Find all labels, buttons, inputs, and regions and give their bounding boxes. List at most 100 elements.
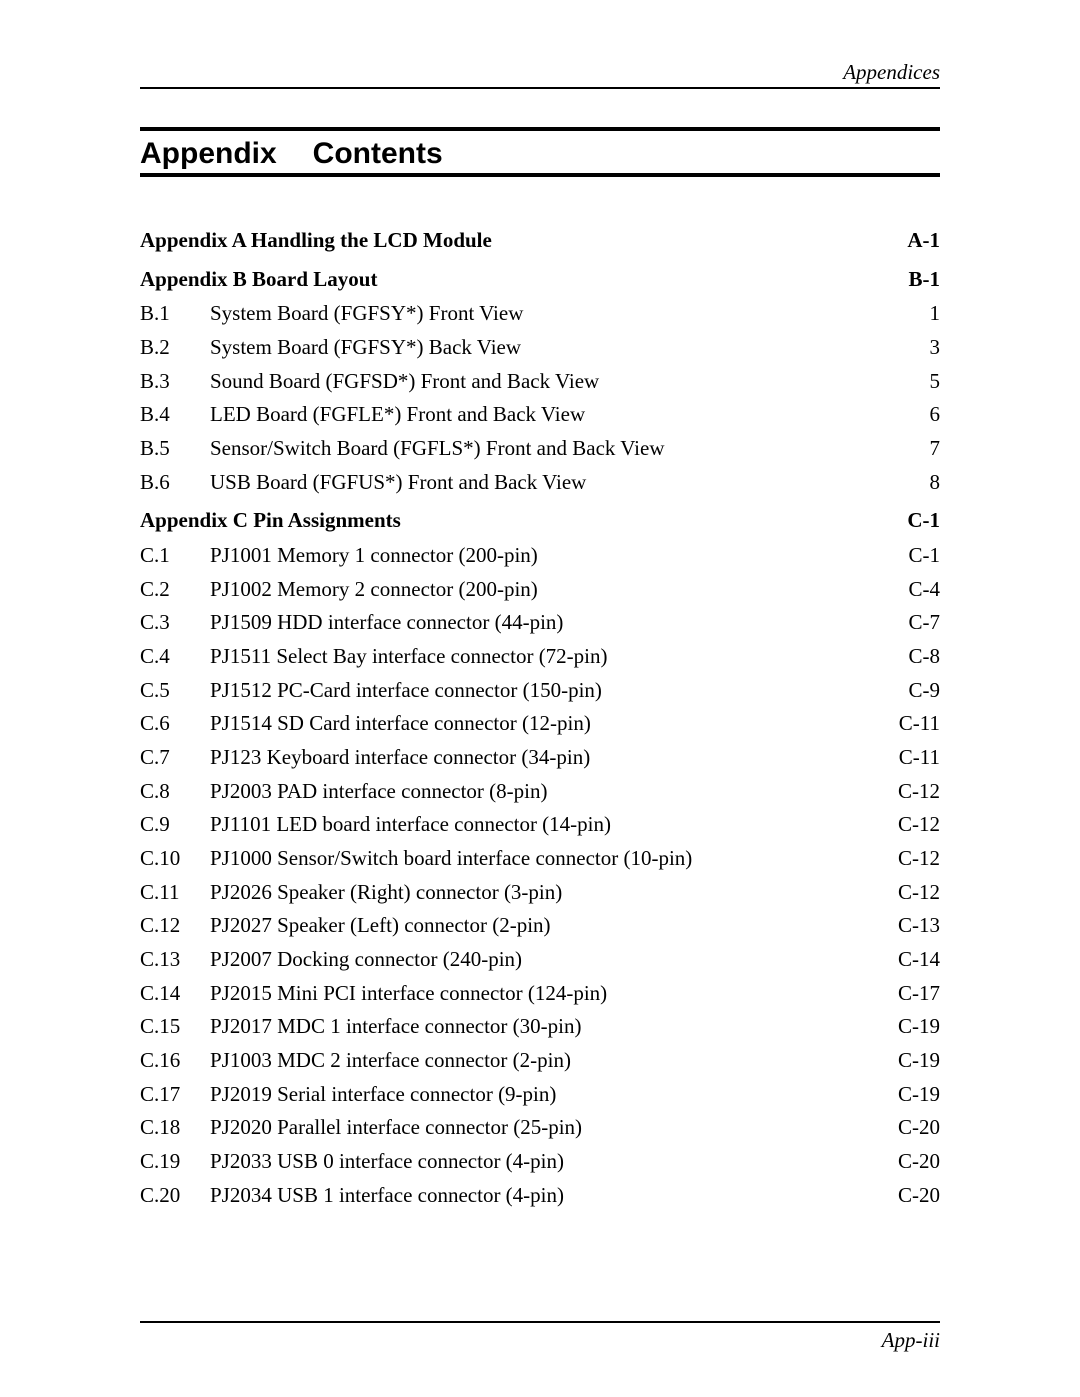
title-word-2: Contents [313, 137, 443, 170]
toc-entry-label: Sensor/Switch Board (FGFLS*) Front and B… [210, 437, 665, 460]
toc-item: C.18PJ2020 Parallel interface connector … [140, 1116, 940, 1139]
toc-item: C.12PJ2027 Speaker (Left) connector (2-p… [140, 914, 940, 937]
toc-item: B.4LED Board (FGFLE*) Front and Back Vie… [140, 403, 940, 426]
toc-item: C.8PJ2003 PAD interface connector (8-pin… [140, 780, 940, 803]
toc-entry-page: 3 [930, 336, 941, 359]
toc-entry-label: LED Board (FGFLE*) Front and Back View [210, 403, 585, 426]
toc-entry-page: C-20 [898, 1150, 940, 1173]
toc-entry-page: C-20 [898, 1116, 940, 1139]
toc-item: C.19PJ2033 USB 0 interface connector (4-… [140, 1150, 940, 1173]
toc-item-number: C.3 [140, 611, 210, 634]
toc-item-number: C.4 [140, 645, 210, 668]
toc-entry-page: C-11 [899, 712, 940, 735]
toc-item-number: C.13 [140, 948, 210, 971]
toc-item-number: B.2 [140, 336, 210, 359]
toc-item-number: C.18 [140, 1116, 210, 1139]
toc-entry-page: C-12 [898, 881, 940, 904]
toc-item-number: C.9 [140, 813, 210, 836]
toc-entry-page: 8 [930, 471, 941, 494]
title-rule-top [140, 127, 940, 131]
toc-entry-page: C-17 [898, 982, 940, 1005]
page-title: Appendix Contents [140, 137, 940, 171]
toc-item: C.20PJ2034 USB 1 interface connector (4-… [140, 1184, 940, 1207]
toc-entry-page: C-12 [898, 780, 940, 803]
title-word-1: Appendix [140, 137, 277, 170]
toc-item-number: C.16 [140, 1049, 210, 1072]
toc-entry-page: C-20 [898, 1184, 940, 1207]
toc-entry-label: Appendix C Pin Assignments [140, 509, 401, 532]
toc-item-number: C.19 [140, 1150, 210, 1173]
toc-entry-page: C-1 [907, 509, 940, 532]
toc-item: C.3PJ1509 HDD interface connector (44-pi… [140, 611, 940, 634]
toc-item: B.1System Board (FGFSY*) Front View1 [140, 302, 940, 325]
toc-entry-label: USB Board (FGFUS*) Front and Back View [210, 471, 586, 494]
toc-item-number: C.6 [140, 712, 210, 735]
toc-item: C.9PJ1101 LED board interface connector … [140, 813, 940, 836]
toc-entry-label: PJ1001 Memory 1 connector (200-pin) [210, 544, 538, 567]
toc-entry-label: PJ1512 PC-Card interface connector (150-… [210, 679, 602, 702]
toc-item: C.13PJ2007 Docking connector (240-pin) C-… [140, 948, 940, 971]
toc-entry-label: PJ1514 SD Card interface connector (12-p… [210, 712, 591, 735]
toc-entry-page: C-19 [898, 1083, 940, 1106]
table-of-contents: Appendix A Handling the LCD Module A-1 Ap… [140, 229, 940, 1206]
toc-entry-label: Sound Board (FGFSD*) Front and Back View [210, 370, 599, 393]
running-head: Appendices [140, 60, 940, 85]
toc-item-number: C.7 [140, 746, 210, 769]
toc-entry-label: System Board (FGFSY*) Front View [210, 302, 523, 325]
toc-entry-page: C-13 [898, 914, 940, 937]
toc-entry-label: PJ2034 USB 1 interface connector (4-pin) [210, 1184, 564, 1207]
toc-entry-label: Appendix A Handling the LCD Module [140, 229, 492, 252]
toc-item: B.2System Board (FGFSY*) Back View3 [140, 336, 940, 359]
toc-entry-page: B-1 [909, 268, 941, 291]
toc-item: C.14PJ2015 Mini PCI interface connector … [140, 982, 940, 1005]
toc-entry-label: PJ2007 Docking connector (240-pin) [210, 948, 522, 971]
toc-entry-label: PJ2026 Speaker (Right) connector (3-pin) [210, 881, 562, 904]
toc-entry-label: PJ1511 Select Bay interface connector (7… [210, 645, 608, 668]
toc-item: B.3Sound Board (FGFSD*) Front and Back V… [140, 370, 940, 393]
toc-entry-page: C-4 [909, 578, 941, 601]
toc-item: B.5Sensor/Switch Board (FGFLS*) Front an… [140, 437, 940, 460]
toc-entry-label: PJ2027 Speaker (Left) connector (2-pin) [210, 914, 551, 937]
toc-item: C.5PJ1512 PC-Card interface connector (1… [140, 679, 940, 702]
toc-item: C.10PJ1000 Sensor/Switch board interface… [140, 847, 940, 870]
toc-item-number: C.15 [140, 1015, 210, 1038]
toc-item: C.2PJ1002 Memory 2 connector (200-pin) C-… [140, 578, 940, 601]
toc-entry-page: 1 [930, 302, 941, 325]
toc-entry-page: 6 [930, 403, 941, 426]
toc-entry-page: C-14 [898, 948, 940, 971]
toc-item-number: B.4 [140, 403, 210, 426]
toc-item: C.17PJ2019 Serial interface connector (9… [140, 1083, 940, 1106]
toc-entry-page: C-8 [909, 645, 941, 668]
toc-entry-page: C-7 [909, 611, 941, 634]
toc-entry-label: PJ1509 HDD interface connector (44-pin) [210, 611, 563, 634]
toc-item-number: C.8 [140, 780, 210, 803]
toc-entry-label: PJ1000 Sensor/Switch board interface con… [210, 847, 692, 870]
toc-section: Appendix B Board Layout B-1 [140, 268, 940, 291]
toc-item-number: C.14 [140, 982, 210, 1005]
page: Appendices Appendix Contents Appendix A H… [0, 0, 1080, 1397]
toc-item-number: C.11 [140, 881, 210, 904]
toc-entry-page: C-12 [898, 847, 940, 870]
toc-item: C.7PJ123 Keyboard interface connector (3… [140, 746, 940, 769]
toc-entry-label: PJ1101 LED board interface connector (14… [210, 813, 611, 836]
footer-page-number: App-iii [882, 1328, 940, 1353]
toc-entry-page: C-11 [899, 746, 940, 769]
header-rule [140, 87, 940, 89]
toc-item-number: C.20 [140, 1184, 210, 1207]
toc-item-number: B.5 [140, 437, 210, 460]
toc-entry-label: PJ1002 Memory 2 connector (200-pin) [210, 578, 538, 601]
toc-entry-page: C-19 [898, 1015, 940, 1038]
toc-entry-label: PJ2017 MDC 1 interface connector (30-pin… [210, 1015, 582, 1038]
toc-entry-page: A-1 [907, 229, 940, 252]
toc-entry-page: C-19 [898, 1049, 940, 1072]
toc-section: Appendix C Pin Assignments C-1 [140, 509, 940, 532]
toc-entry-label: PJ2020 Parallel interface connector (25-… [210, 1116, 582, 1139]
toc-item-number: C.2 [140, 578, 210, 601]
toc-item-number: B.3 [140, 370, 210, 393]
toc-item-number: B.6 [140, 471, 210, 494]
toc-entry-label: PJ123 Keyboard interface connector (34-p… [210, 746, 590, 769]
toc-entry-page: C-12 [898, 813, 940, 836]
toc-item: C.15PJ2017 MDC 1 interface connector (30… [140, 1015, 940, 1038]
toc-item: B.6USB Board (FGFUS*) Front and Back Vie… [140, 471, 940, 494]
footer-rule [140, 1321, 940, 1323]
